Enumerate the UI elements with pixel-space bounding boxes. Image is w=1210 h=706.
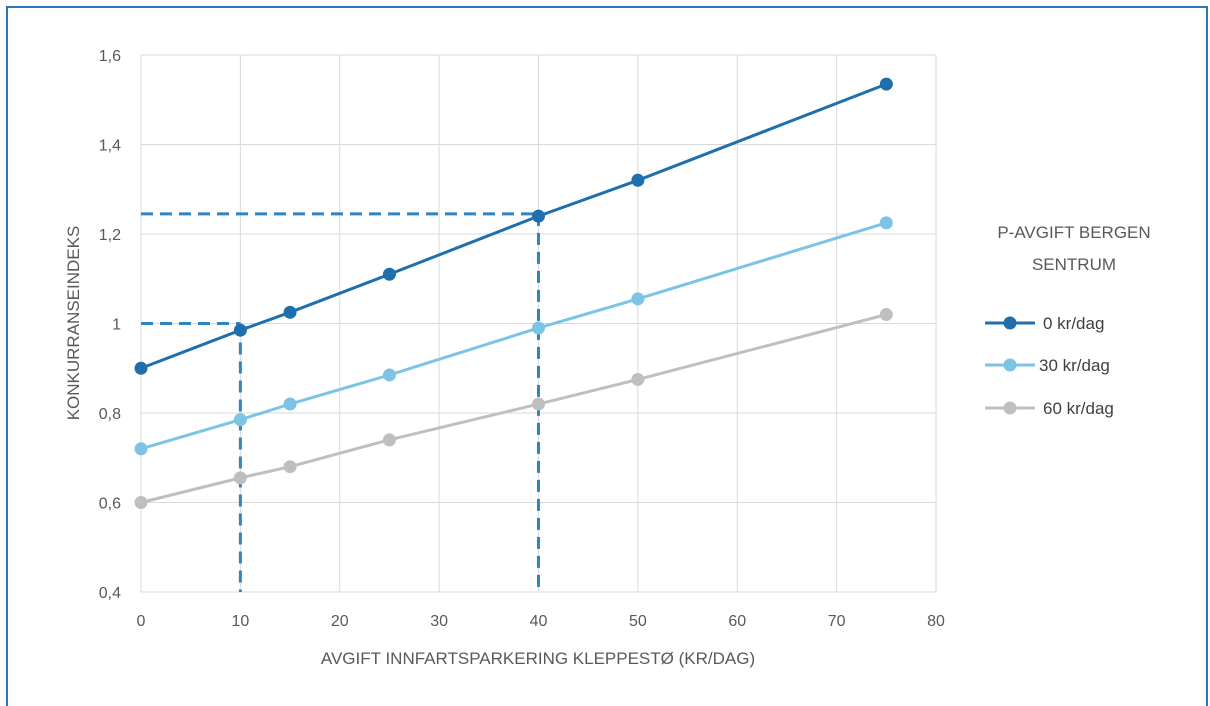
data-point — [631, 372, 645, 386]
x-axis-ticks: 0 10 20 30 40 50 60 70 80 — [137, 613, 945, 630]
legend-label: 30 kr/dag — [1039, 356, 1110, 375]
legend-item: 30 kr/dag — [985, 356, 1110, 375]
x-tick-label: 40 — [530, 613, 548, 630]
series-line — [140, 313, 887, 504]
data-point — [382, 368, 396, 382]
legend-marker — [1003, 401, 1017, 415]
data-point — [283, 305, 297, 319]
data-point — [134, 496, 148, 509]
data-point — [532, 397, 545, 411]
series-0-kr-dag — [134, 77, 893, 375]
x-tick-label: 30 — [430, 613, 448, 630]
series-line — [140, 82, 887, 370]
data-point — [382, 267, 396, 281]
data-point — [879, 77, 893, 91]
series-line — [140, 221, 887, 451]
x-tick-label: 10 — [231, 613, 249, 630]
data-point — [233, 323, 247, 337]
legend-label: 0 kr/dag — [1043, 314, 1104, 333]
data-point — [382, 433, 396, 447]
reference-lines — [141, 212, 540, 592]
data-point — [233, 471, 247, 485]
series-30-kr-dag — [134, 216, 893, 456]
data-point — [631, 173, 645, 187]
data-point — [134, 442, 148, 456]
data-point — [233, 413, 247, 427]
legend-title-line-1: P-AVGIFT BERGEN — [997, 223, 1150, 242]
x-tick-label: 20 — [331, 613, 349, 630]
x-tick-label: 60 — [728, 613, 746, 630]
x-axis-title: AVGIFT INNFARTSPARKERING KLEPPESTØ (KR/D… — [321, 649, 755, 668]
data-point — [134, 361, 148, 375]
data-point — [283, 460, 297, 474]
data-point — [532, 321, 545, 335]
y-tick-label: 1,2 — [99, 227, 121, 244]
legend-label: 60 kr/dag — [1043, 399, 1114, 418]
y-tick-label: 1,4 — [99, 138, 121, 155]
data-point — [532, 209, 545, 223]
data-point — [879, 308, 893, 322]
y-axis-title: KONKURRANSEINDEKS — [64, 226, 83, 421]
x-tick-label: 80 — [927, 613, 945, 630]
legend-items: 0 kr/dag 30 kr/dag 60 kr/dag — [985, 314, 1114, 418]
data-point — [879, 216, 893, 230]
legend-marker — [1003, 358, 1017, 372]
legend-item: 60 kr/dag — [985, 399, 1114, 418]
y-tick-label: 1,6 — [99, 48, 121, 65]
y-tick-label: 0,4 — [99, 585, 121, 602]
y-tick-label: 0,6 — [99, 496, 121, 513]
y-tick-label: 0,8 — [99, 406, 121, 423]
x-tick-label: 0 — [137, 613, 146, 630]
y-tick-label: 1 — [112, 317, 121, 334]
series-60-kr-dag — [134, 308, 893, 509]
legend-marker — [1003, 316, 1017, 330]
x-tick-label: 50 — [629, 613, 647, 630]
legend-item: 0 kr/dag — [985, 314, 1104, 333]
data-point — [283, 397, 297, 411]
x-tick-label: 70 — [828, 613, 846, 630]
data-point — [631, 292, 645, 306]
legend-title-line-2: SENTRUM — [1032, 255, 1116, 274]
legend: P-AVGIFT BERGEN SENTRUM 0 kr/dag 30 kr/da… — [985, 223, 1151, 418]
y-axis-ticks: 0,4 0,6 0,8 1 1,2 1,4 1,6 — [99, 48, 121, 602]
series-group — [134, 77, 893, 509]
chart-frame — [6, 6, 1208, 706]
